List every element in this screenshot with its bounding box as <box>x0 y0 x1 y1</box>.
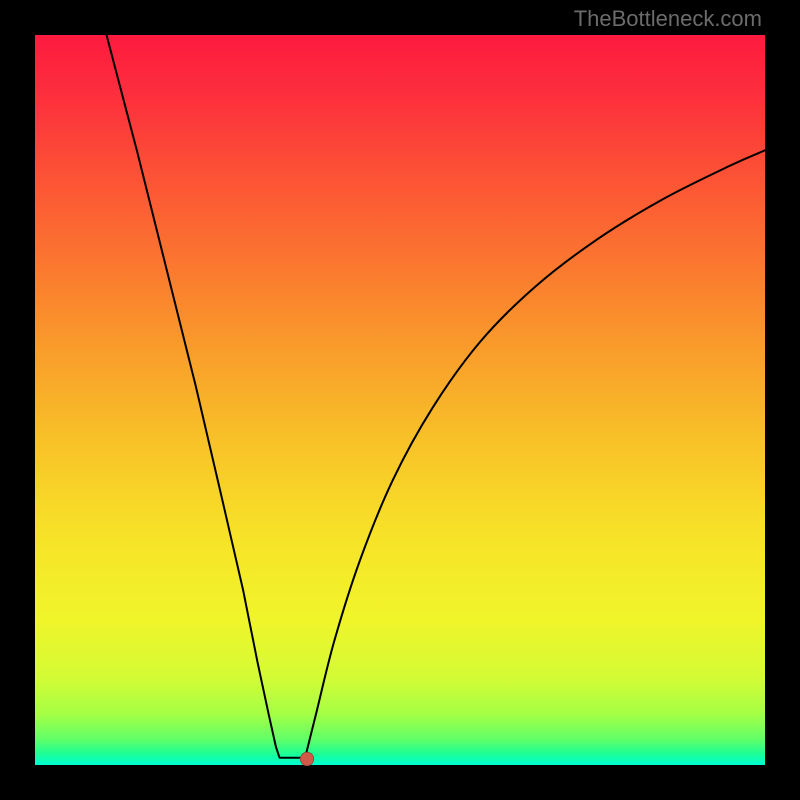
plot-frame <box>35 35 765 765</box>
bottleneck-curve <box>107 35 765 758</box>
curve-layer <box>35 35 765 765</box>
optimum-marker <box>300 752 314 766</box>
watermark-text: TheBottleneck.com <box>574 6 762 32</box>
